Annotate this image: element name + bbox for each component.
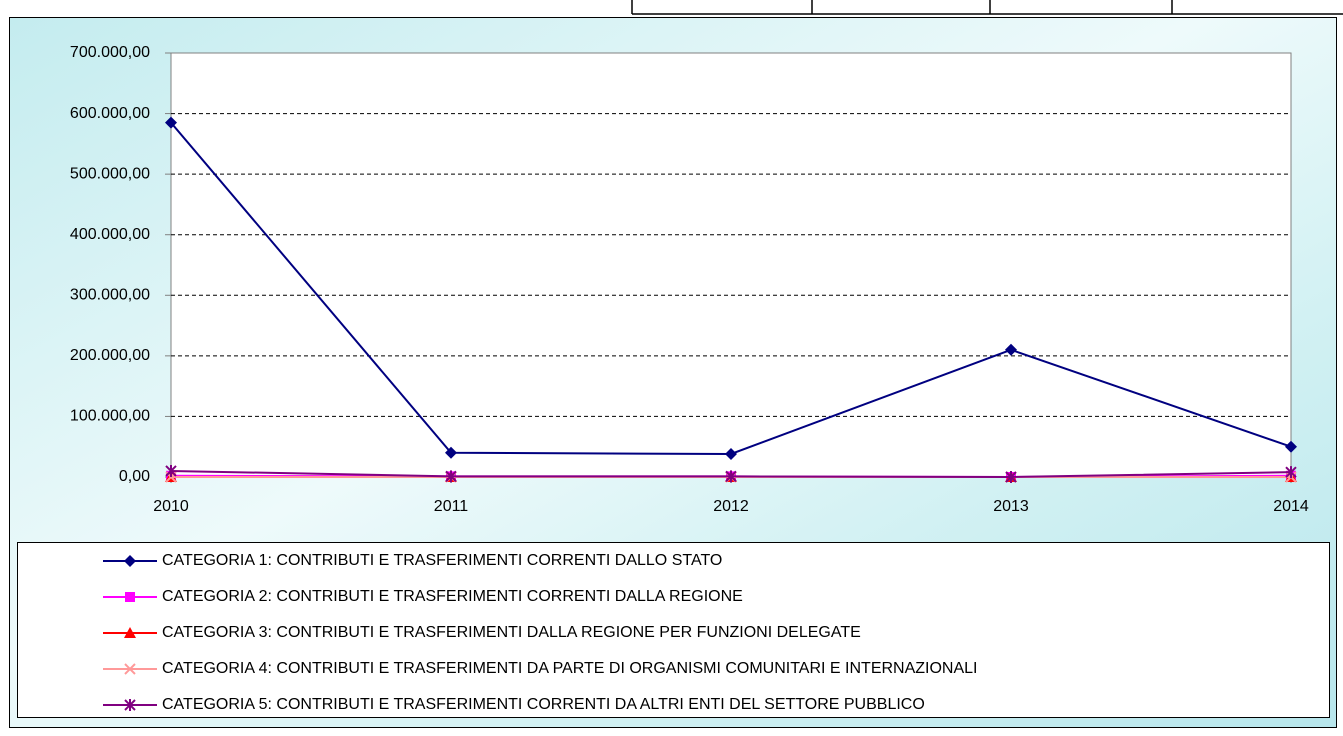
y-tick-label: 400.000,00 — [70, 226, 150, 243]
marker — [1005, 471, 1017, 483]
y-tick-label: 500.000,00 — [70, 165, 150, 182]
y-tick-label: 300.000,00 — [70, 287, 150, 304]
legend-label: CATEGORIA 3: CONTRIBUTI E TRASFERIMENTI … — [162, 624, 861, 641]
marker — [1285, 440, 1297, 453]
marker — [1285, 466, 1297, 479]
top-table-fragment — [631, 0, 1343, 15]
legend-marker — [124, 663, 136, 675]
x-tick-label: 2013 — [993, 498, 1029, 515]
legend-marker — [124, 627, 136, 638]
legend-label: CATEGORIA 2: CONTRIBUTI E TRASFERIMENTI … — [162, 588, 743, 605]
plot-area — [170, 52, 1292, 478]
legend-label: CATEGORIA 4: CONTRIBUTI E TRASFERIMENTI … — [162, 660, 978, 677]
x-tick-label: 2012 — [713, 498, 749, 515]
legend-marker — [124, 555, 136, 567]
marker — [725, 447, 737, 460]
marker — [445, 470, 457, 483]
marker — [725, 470, 737, 483]
y-tick-label: 700.000,00 — [70, 44, 150, 61]
x-tick-label: 2010 — [153, 498, 189, 515]
marker — [165, 116, 177, 129]
x-tick-label: 2011 — [434, 498, 469, 515]
y-tick-label: 600.000,00 — [70, 105, 150, 122]
legend-marker — [125, 592, 135, 602]
legend-marker — [124, 699, 136, 711]
legend-label: CATEGORIA 1: CONTRIBUTI E TRASFERIMENTI … — [162, 552, 722, 569]
y-tick-label: 200.000,00 — [70, 347, 150, 364]
y-tick-label: 0,00 — [119, 468, 150, 485]
legend-label: CATEGORIA 5: CONTRIBUTI E TRASFERIMENTI … — [162, 696, 925, 713]
x-tick-label: 2014 — [1273, 498, 1309, 515]
marker — [445, 446, 457, 459]
legend — [17, 542, 1330, 718]
marker — [165, 464, 177, 477]
marker — [1005, 343, 1017, 356]
y-tick-label: 100.000,00 — [70, 408, 150, 425]
